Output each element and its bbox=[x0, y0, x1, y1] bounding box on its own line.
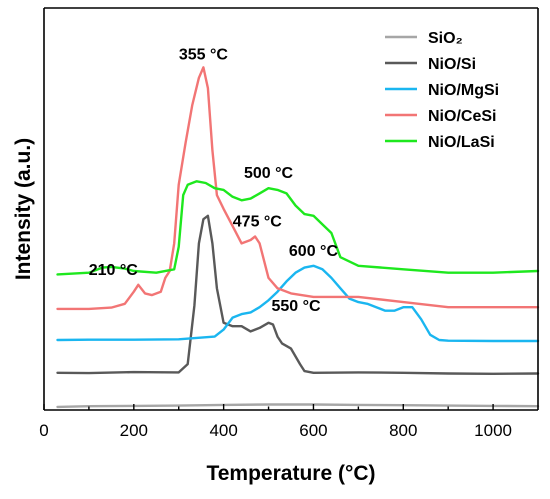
series-line-4 bbox=[56, 180, 540, 276]
x-tick-label: 600 bbox=[299, 421, 327, 440]
peak-label: 600 °C bbox=[289, 243, 339, 260]
peak-label: 355 °C bbox=[179, 46, 229, 63]
series-line-0 bbox=[56, 403, 540, 409]
peak-label: 550 °C bbox=[271, 298, 321, 315]
annotations-group: 355 °C 500 °C 475 °C 600 °C 210 °C 550 °C bbox=[89, 46, 339, 314]
peak-label: 475 °C bbox=[233, 214, 283, 231]
x-tick-label: 1000 bbox=[474, 421, 512, 440]
legend-label: SiO₂ bbox=[428, 30, 463, 47]
x-axis-title: Temperature (°C) bbox=[206, 462, 375, 485]
y-axis-title: Intensity (a.u.) bbox=[12, 138, 35, 280]
legend-label: NiO/MgSi bbox=[428, 82, 499, 99]
axes-group: 0 200 400 600 800 1000 Temperature (°C) Intensi… bbox=[12, 7, 539, 485]
series-line-2 bbox=[56, 264, 540, 343]
legend-label: NiO/Si bbox=[428, 56, 476, 73]
x-tick-label: 0 bbox=[39, 421, 48, 440]
legend-label: NiO/CeSi bbox=[428, 108, 496, 125]
series-line-1 bbox=[56, 214, 540, 375]
series-line-3 bbox=[56, 66, 540, 311]
legend: SiO₂ NiO/Si NiO/MgSi NiO/CeSi NiO/LaSi bbox=[385, 30, 499, 151]
legend-label: NiO/LaSi bbox=[428, 134, 495, 151]
series-group bbox=[56, 66, 540, 409]
x-tick-label: 200 bbox=[120, 421, 148, 440]
peak-label: 210 °C bbox=[89, 262, 139, 279]
x-tick-label: 800 bbox=[389, 421, 417, 440]
x-tick-label: 400 bbox=[209, 421, 237, 440]
peak-label: 500 °C bbox=[244, 165, 294, 182]
